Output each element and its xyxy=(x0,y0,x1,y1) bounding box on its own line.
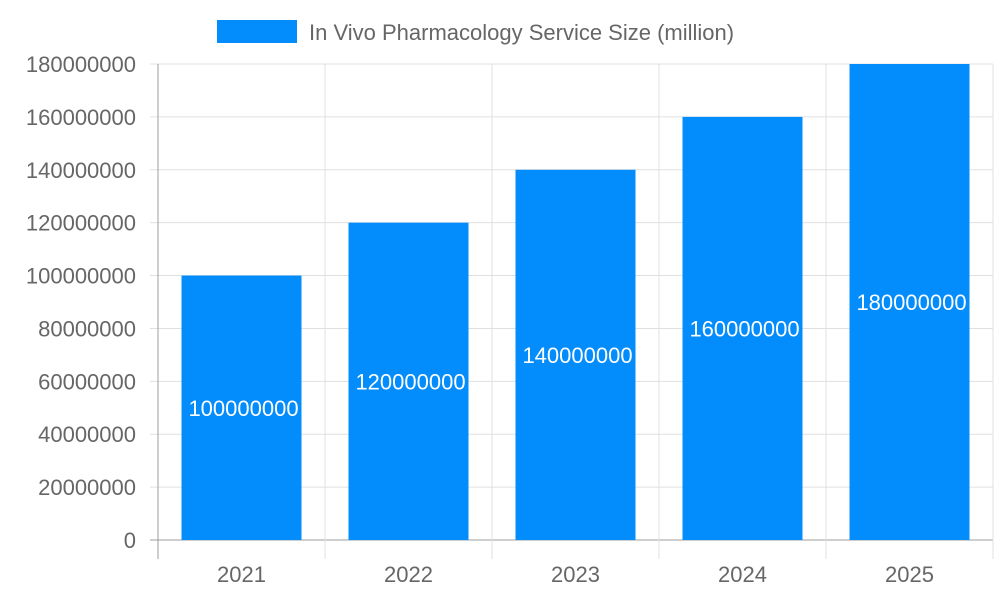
data-labels: 100000000 120000000 140000000 160000000 1800… xyxy=(188,290,966,421)
legend-swatch xyxy=(217,20,297,43)
bar-2021[interactable] xyxy=(181,275,302,540)
y-tick-label: 120000000 xyxy=(26,211,136,236)
y-tick-label: 20000000 xyxy=(38,475,136,500)
y-tick-label: 0 xyxy=(124,528,136,553)
y-tick-label: 180000000 xyxy=(26,52,136,77)
bar-2024[interactable] xyxy=(682,116,803,540)
data-label: 140000000 xyxy=(522,343,632,368)
y-tick-label: 40000000 xyxy=(38,422,136,447)
y-tick-label: 160000000 xyxy=(26,105,136,130)
x-tick-label: 2022 xyxy=(384,562,433,587)
y-axis: 0 20000000 40000000 60000000 80000000 1000000… xyxy=(26,52,136,553)
legend[interactable]: In Vivo Pharmacology Service Size (milli… xyxy=(217,20,734,45)
x-axis: 2021 2022 2023 2024 2025 xyxy=(217,562,934,587)
y-tick-label: 80000000 xyxy=(38,316,136,341)
data-label: 120000000 xyxy=(355,369,465,394)
x-tick-label: 2023 xyxy=(551,562,600,587)
data-label: 100000000 xyxy=(188,396,298,421)
y-tick-label: 100000000 xyxy=(26,264,136,289)
data-label: 160000000 xyxy=(689,316,799,341)
bar-2022[interactable] xyxy=(348,222,469,540)
bar-2023[interactable] xyxy=(515,169,636,540)
bars xyxy=(181,64,970,540)
x-tick-label: 2021 xyxy=(217,562,266,587)
legend-label: In Vivo Pharmacology Service Size (milli… xyxy=(309,20,734,45)
bar-2025[interactable] xyxy=(849,64,970,540)
data-label: 180000000 xyxy=(856,290,966,315)
x-tick-label: 2025 xyxy=(885,562,934,587)
y-tick-label: 140000000 xyxy=(26,158,136,183)
y-tick-label: 60000000 xyxy=(38,369,136,394)
x-tick-label: 2024 xyxy=(718,562,767,587)
